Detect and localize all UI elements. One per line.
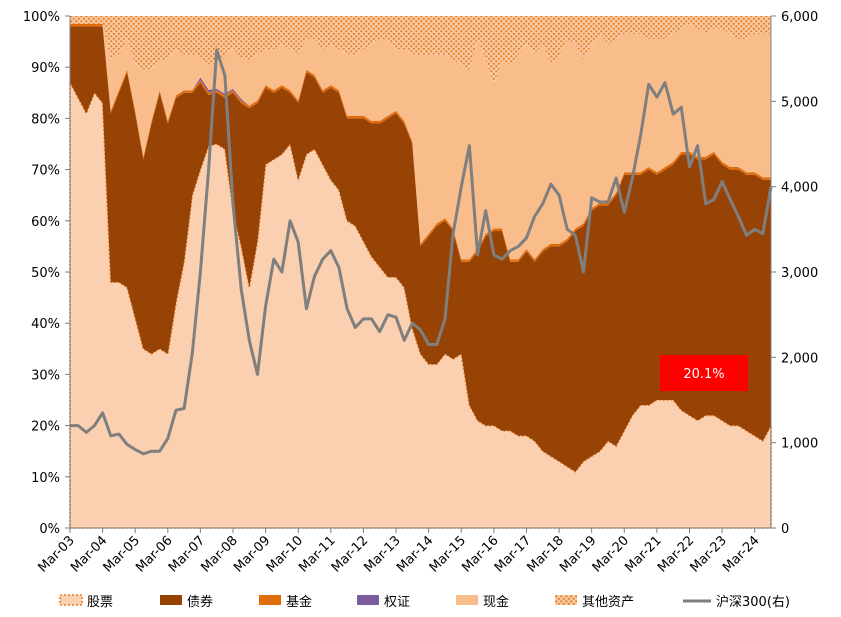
right-tick-label: 5,000: [781, 95, 818, 110]
legend-label: 沪深300(右): [716, 594, 790, 610]
callout-label: 20.1%: [683, 367, 724, 382]
legend-swatch: [555, 595, 577, 605]
legend-swatch: [357, 595, 379, 605]
left-tick-label: 50%: [31, 266, 60, 281]
legend-item-stocks: 股票: [59, 594, 113, 610]
right-tick-label: 4,000: [781, 181, 818, 196]
legend-label: 债券: [187, 594, 213, 610]
left-tick-label: 70%: [31, 164, 60, 179]
left-tick-label: 90%: [31, 61, 60, 76]
hs300-line-layer: [70, 48, 773, 456]
stacked-areas: [69, 16, 772, 529]
legend-label: 现金: [483, 594, 509, 610]
left-tick-label: 100%: [23, 10, 60, 25]
legend-item-funds: 基金: [259, 594, 312, 610]
left-tick-label: 40%: [31, 317, 60, 332]
legend-label: 基金: [286, 594, 312, 610]
legend-item-warrants: 权证: [357, 594, 410, 610]
area-bonds: [70, 26, 771, 472]
right-tick-label: 1,000: [781, 437, 818, 452]
callout-box: 20.1%: [660, 355, 748, 391]
legend-label: 权证: [384, 594, 410, 610]
x-tick-label: Mar-24: [720, 533, 762, 575]
legend-item-bonds: 债券: [160, 594, 213, 610]
area-other-assets: [70, 16, 771, 86]
legend-swatch: [59, 594, 83, 606]
left-tick-label: 20%: [31, 420, 60, 435]
right-tick-label: 0: [781, 522, 789, 537]
legend-label: 股票: [87, 595, 113, 610]
legend-label: 其他资产: [582, 595, 634, 610]
left-tick-label: 60%: [31, 215, 60, 230]
legend: 股票 债券 基金 权证 现金 其他资产 沪深300(右): [59, 594, 790, 610]
right-tick-label: 3,000: [781, 266, 818, 281]
callout-rect: [660, 355, 748, 391]
left-tick-label: 10%: [31, 471, 60, 486]
legend-item-cash: 现金: [456, 594, 509, 610]
right-tick-label: 2,000: [781, 351, 818, 366]
legend-item-hs300: 沪深300(右): [683, 594, 790, 610]
right-tick-label: 6,000: [781, 10, 818, 25]
left-tick-label: 30%: [31, 368, 60, 383]
legend-swatch: [160, 595, 182, 605]
legend-swatch: [259, 595, 281, 605]
left-tick-label: 0%: [39, 522, 60, 537]
hs300-line: [70, 48, 773, 456]
legend-item-other-assets: 其他资产: [555, 595, 634, 610]
legend-swatch: [456, 595, 478, 605]
left-tick-label: 80%: [31, 112, 60, 127]
